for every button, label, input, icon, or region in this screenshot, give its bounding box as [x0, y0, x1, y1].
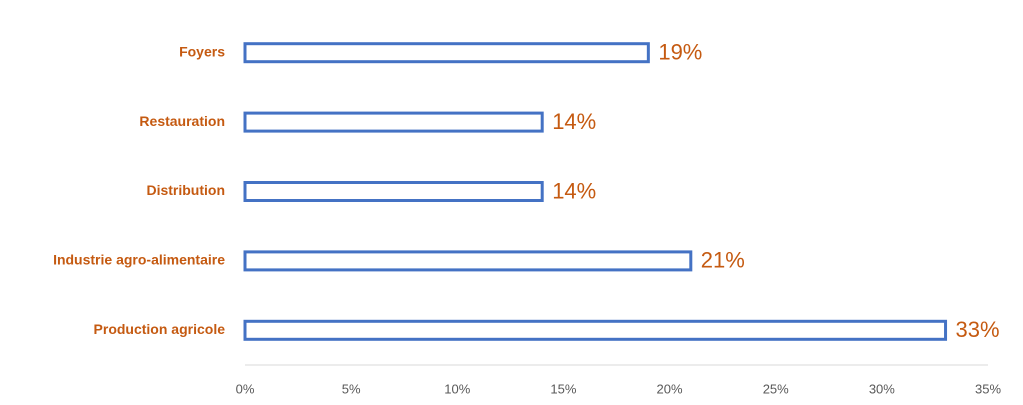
x-tick-label: 5% — [342, 381, 361, 396]
x-tick-label: 0% — [236, 381, 255, 396]
value-label: 14% — [552, 109, 596, 134]
value-label: 19% — [658, 40, 702, 65]
value-label: 21% — [701, 248, 745, 273]
x-tick-label: 25% — [763, 381, 789, 396]
x-tick-label: 35% — [975, 381, 1001, 396]
bar — [243, 42, 650, 64]
x-tick-label: 15% — [550, 381, 576, 396]
bar — [243, 319, 948, 341]
bar — [243, 181, 544, 202]
value-label: 14% — [552, 178, 596, 203]
category-label: Foyers — [179, 43, 225, 59]
category-label: Production agricole — [94, 321, 226, 337]
category-label: Restauration — [139, 113, 225, 129]
x-tick-label: 10% — [444, 381, 470, 396]
bar — [243, 250, 693, 272]
x-tick-label: 20% — [657, 381, 683, 396]
bar — [243, 111, 544, 133]
value-label: 33% — [956, 317, 1000, 342]
x-tick-label: 30% — [869, 381, 895, 396]
category-label: Distribution — [146, 182, 225, 198]
category-label: Industrie agro-alimentaire — [53, 252, 225, 268]
